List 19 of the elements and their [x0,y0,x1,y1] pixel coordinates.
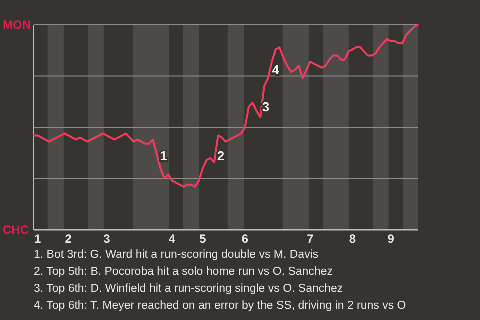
text: 3. Top 6th: D. Winfield hit a run-scoring single vs O. Sanchez [34,283,344,295]
annotation: 4 [272,62,280,78]
x-tick-label: 1 [34,232,42,246]
text: 4. Top 6th: T. Meyer reached on an error by the SS, driving in 2 runs vs O [34,300,406,312]
text: 1. Bot 3rd: G. Ward hit a run-scoring double vs M. Davis [34,249,319,261]
x-tick-label: 4 [168,232,176,246]
x-tick-label: 8 [349,232,356,246]
text: 2. Top 5th: B. Pocoroba hit a solo home run vs O. Sanchez [34,266,334,278]
annotation: 3 [262,100,270,114]
x-tick-label: 3 [104,232,111,246]
x-tick-label: 9 [388,232,395,246]
annotation: 2 [217,148,225,164]
x-tick-label: 5 [200,232,207,246]
text: CHC [3,223,30,237]
annotation: 1 [160,148,168,164]
x-tick-label: 7 [307,232,314,246]
x-tick-label: 6 [242,232,249,246]
text: MON [3,18,31,32]
x-tick-label: 2 [65,232,72,246]
